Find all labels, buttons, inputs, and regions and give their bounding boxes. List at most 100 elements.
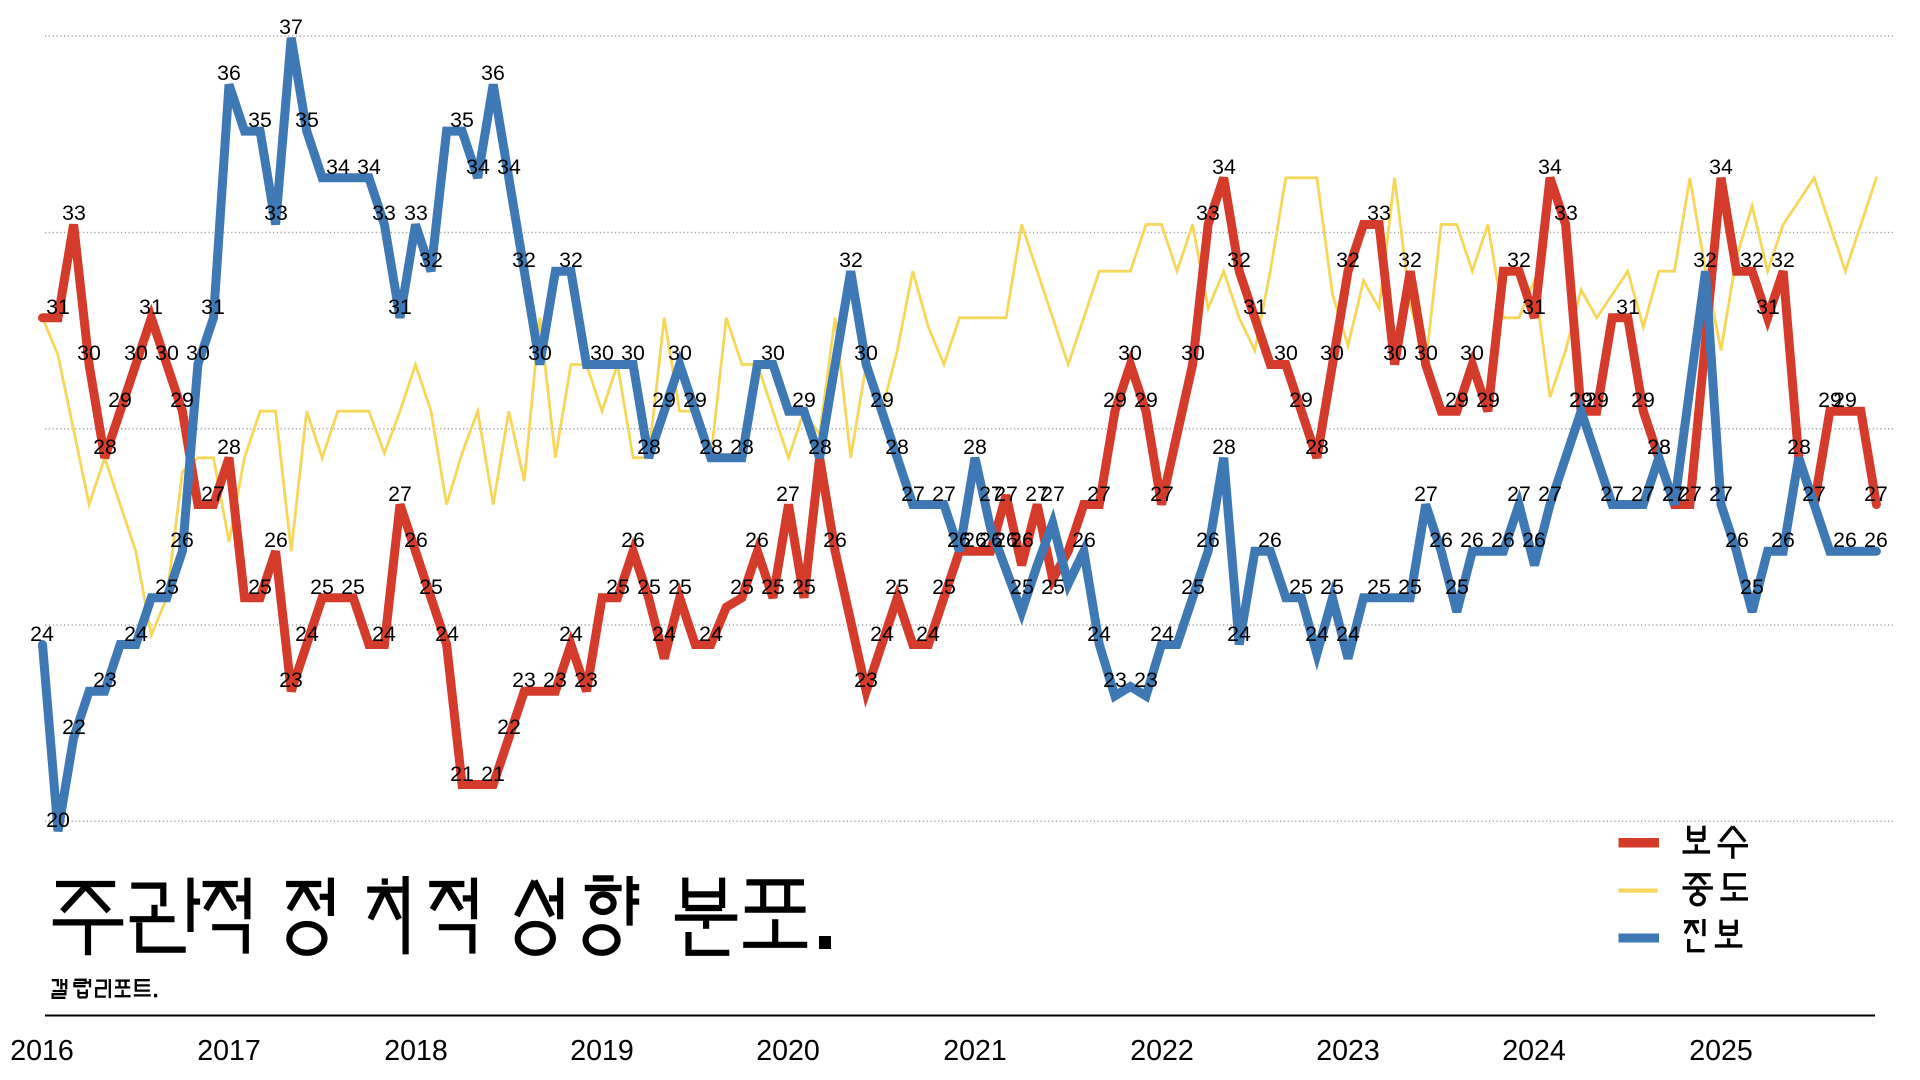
- svg-text:32: 32: [419, 248, 443, 272]
- svg-text:29: 29: [1569, 388, 1593, 412]
- svg-text:31: 31: [1756, 295, 1780, 319]
- svg-text:24: 24: [916, 622, 940, 646]
- svg-text:34: 34: [1212, 155, 1236, 179]
- svg-text:24: 24: [870, 622, 894, 646]
- svg-text:2022: 2022: [1130, 1035, 1194, 1067]
- svg-text:2017: 2017: [197, 1035, 261, 1067]
- svg-text:25: 25: [248, 575, 272, 599]
- svg-text:2018: 2018: [384, 1035, 448, 1067]
- svg-text:33: 33: [1367, 201, 1391, 225]
- svg-text:23: 23: [854, 668, 878, 692]
- svg-text:28: 28: [1787, 435, 1811, 459]
- svg-text:27: 27: [1864, 482, 1888, 506]
- svg-text:30: 30: [1181, 341, 1205, 365]
- svg-text:28: 28: [885, 435, 909, 459]
- svg-text:26: 26: [404, 528, 428, 552]
- svg-text:31: 31: [139, 295, 163, 319]
- svg-text:2016: 2016: [10, 1035, 74, 1067]
- svg-text:26: 26: [1725, 528, 1749, 552]
- svg-text:32: 32: [559, 248, 583, 272]
- svg-text:31: 31: [201, 295, 225, 319]
- svg-text:26: 26: [1258, 528, 1282, 552]
- svg-text:30: 30: [761, 341, 785, 365]
- svg-text:30: 30: [621, 341, 645, 365]
- svg-text:25: 25: [730, 575, 754, 599]
- svg-text:2024: 2024: [1502, 1035, 1566, 1067]
- svg-text:34: 34: [466, 155, 490, 179]
- svg-text:34: 34: [497, 155, 521, 179]
- svg-text:33: 33: [1554, 201, 1578, 225]
- svg-text:32: 32: [1336, 248, 1360, 272]
- svg-text:29: 29: [1569, 388, 1593, 412]
- svg-text:2025: 2025: [1689, 1035, 1753, 1067]
- svg-text:26: 26: [823, 528, 847, 552]
- svg-text:26: 26: [1072, 528, 1096, 552]
- svg-text:30: 30: [77, 341, 101, 365]
- svg-text:33: 33: [1196, 201, 1220, 225]
- svg-text:32: 32: [1740, 248, 1764, 272]
- svg-text:33: 33: [372, 201, 396, 225]
- svg-text:31: 31: [1522, 295, 1546, 319]
- svg-text:30: 30: [1320, 341, 1344, 365]
- svg-text:25: 25: [792, 575, 816, 599]
- svg-text:24: 24: [559, 622, 583, 646]
- svg-text:32: 32: [1507, 248, 1531, 272]
- svg-text:33: 33: [264, 201, 288, 225]
- svg-text:29: 29: [1818, 388, 1842, 412]
- svg-text:29: 29: [108, 388, 132, 412]
- svg-text:20: 20: [46, 808, 70, 832]
- svg-text:23: 23: [93, 668, 117, 692]
- svg-text:26: 26: [1833, 528, 1857, 552]
- svg-text:25: 25: [1320, 575, 1344, 599]
- svg-text:26: 26: [979, 528, 1003, 552]
- svg-text:25: 25: [1740, 575, 1764, 599]
- svg-text:30: 30: [528, 341, 552, 365]
- svg-text:28: 28: [699, 435, 723, 459]
- svg-text:27: 27: [1150, 482, 1174, 506]
- svg-text:30: 30: [1118, 341, 1142, 365]
- svg-text:26: 26: [1771, 528, 1795, 552]
- svg-text:31: 31: [1243, 295, 1267, 319]
- svg-text:21: 21: [481, 762, 505, 786]
- svg-text:27: 27: [1025, 482, 1049, 506]
- svg-text:28: 28: [730, 435, 754, 459]
- svg-text:31: 31: [1616, 295, 1640, 319]
- svg-text:29: 29: [870, 388, 894, 412]
- svg-text:23: 23: [1134, 668, 1158, 692]
- svg-text:30: 30: [590, 341, 614, 365]
- svg-text:27: 27: [901, 482, 925, 506]
- svg-text:32: 32: [1693, 248, 1717, 272]
- svg-text:2020: 2020: [756, 1035, 820, 1067]
- svg-text:29: 29: [1134, 388, 1158, 412]
- svg-text:25: 25: [1445, 575, 1469, 599]
- svg-text:27: 27: [1631, 482, 1655, 506]
- svg-text:35: 35: [450, 108, 474, 132]
- svg-text:29: 29: [1445, 388, 1469, 412]
- svg-text:25: 25: [668, 575, 692, 599]
- svg-text:27: 27: [1678, 482, 1702, 506]
- svg-text:36: 36: [217, 61, 241, 85]
- svg-text:26: 26: [994, 528, 1018, 552]
- svg-text:25: 25: [885, 575, 909, 599]
- svg-text:31: 31: [46, 295, 70, 319]
- svg-text:26: 26: [1196, 528, 1220, 552]
- svg-text:26: 26: [1491, 528, 1515, 552]
- svg-text:27: 27: [994, 482, 1018, 506]
- svg-text:27: 27: [1507, 482, 1531, 506]
- svg-text:25: 25: [1010, 575, 1034, 599]
- svg-text:28: 28: [93, 435, 117, 459]
- svg-text:28: 28: [637, 435, 661, 459]
- svg-text:25: 25: [1289, 575, 1313, 599]
- svg-text:32: 32: [839, 248, 863, 272]
- svg-text:24: 24: [372, 622, 396, 646]
- svg-text:29: 29: [652, 388, 676, 412]
- svg-text:27: 27: [1802, 482, 1826, 506]
- svg-text:23: 23: [543, 668, 567, 692]
- svg-text:27: 27: [1087, 482, 1111, 506]
- svg-text:27: 27: [1414, 482, 1438, 506]
- svg-text:34: 34: [1709, 155, 1733, 179]
- svg-text:24: 24: [1336, 622, 1360, 646]
- svg-text:25: 25: [1398, 575, 1422, 599]
- svg-text:27: 27: [776, 482, 800, 506]
- svg-text:27: 27: [201, 482, 225, 506]
